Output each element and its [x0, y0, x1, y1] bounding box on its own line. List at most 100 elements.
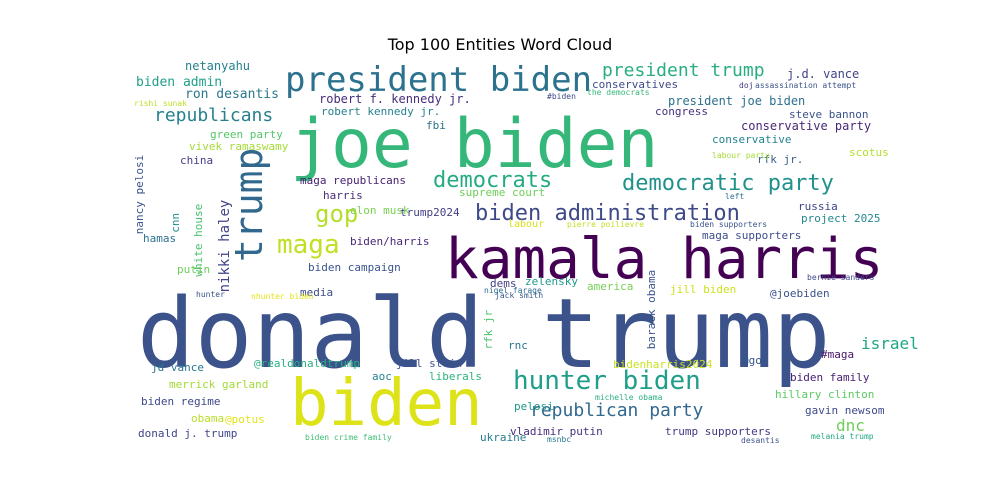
word-cloud-term: nancy pelosi	[133, 154, 146, 235]
word-cloud-term: bidenharris2024	[613, 358, 713, 371]
word-cloud-term: steve bannon	[789, 108, 869, 121]
word-cloud-term: #biden	[547, 92, 576, 101]
word-cloud-term: president trump	[602, 60, 765, 81]
word-cloud-term: green party	[210, 128, 283, 141]
word-cloud-term: michelle obama	[595, 393, 663, 402]
word-cloud-term: labour party	[712, 151, 770, 160]
word-cloud-term: republicans	[154, 105, 274, 126]
word-cloud-term: @gop	[742, 354, 769, 367]
word-cloud-term: dems	[490, 277, 517, 290]
word-cloud-term: joe biden	[290, 105, 659, 184]
word-cloud-term: conservative	[712, 133, 792, 146]
word-cloud-term: biden	[290, 367, 483, 441]
word-cloud-term: merrick garland	[169, 378, 269, 391]
word-cloud-term: rfk jr.	[757, 153, 804, 166]
word-cloud-term: trump	[227, 147, 271, 262]
word-cloud-term: nigel farage	[484, 286, 542, 295]
word-cloud-term: nhunter biden	[251, 292, 314, 301]
word-cloud-term: biden family	[790, 371, 870, 384]
word-cloud-term: cnn	[169, 212, 182, 233]
word-cloud-term: robert kennedy jr.	[321, 105, 441, 118]
word-cloud-term: hamas	[143, 232, 177, 245]
word-cloud-term: biden supporters	[690, 220, 768, 229]
word-cloud-term: assassination attempt	[755, 81, 857, 90]
word-cloud-term: ukraine	[480, 431, 527, 444]
word-cloud-term: liberals	[429, 370, 482, 383]
word-cloud-term: fbi	[426, 119, 446, 132]
word-cloud-term: barack obama	[645, 269, 658, 350]
word-cloud-term: donald trump	[137, 278, 831, 390]
word-cloud-term: rfk jr	[482, 309, 495, 350]
word-cloud-term: gop	[315, 200, 359, 228]
word-cloud-term: dnc	[836, 416, 865, 435]
word-cloud-term: @realdonaldtrump	[254, 357, 360, 370]
word-cloud-term: left	[725, 192, 745, 201]
word-cloud-term: biden/harris	[350, 235, 430, 248]
word-cloud-term: robert f. kennedy jr.	[319, 92, 471, 106]
word-cloud-term: project 2025	[801, 212, 881, 225]
word-cloud-term: jd vance	[151, 361, 204, 374]
word-cloud-term: zelensky	[525, 275, 578, 288]
word-cloud-term: msnbc	[547, 435, 572, 444]
word-cloud-term: donald j. trump	[138, 427, 238, 440]
word-cloud: donald trump joe biden kamala harris biden p…	[125, 59, 919, 450]
chart-title: Top 100 Entities Word Cloud	[387, 35, 613, 54]
word-cloud-term: desantis	[741, 436, 780, 445]
word-cloud-term: biden campaign	[308, 261, 401, 274]
word-cloud-term: j.d. vance	[787, 67, 860, 81]
word-cloud-term: harris	[323, 189, 363, 202]
word-cloud-term: ron desantis	[185, 87, 279, 102]
word-cloud-term: biden administration	[475, 201, 740, 226]
word-cloud-term: #maga	[821, 348, 855, 361]
word-cloud-term: putin	[177, 263, 211, 276]
word-cloud-term: rishi sunak	[134, 99, 187, 108]
word-cloud-term: gavin newsom	[805, 404, 885, 417]
word-cloud-term: biden regime	[141, 395, 221, 408]
word-cloud-term: maga	[277, 230, 340, 260]
word-cloud-term: obama	[191, 412, 225, 425]
word-cloud-term: vivek ramaswamy	[189, 140, 289, 153]
word-cloud-term: vladimir putin	[510, 425, 603, 438]
word-cloud-term: biden admin	[136, 75, 223, 90]
word-cloud-term: nikki haley	[217, 199, 233, 293]
word-cloud-term: pelosi	[514, 400, 554, 413]
word-cloud-term: president joe biden	[668, 94, 806, 108]
word-cloud-term: scotus	[849, 146, 889, 159]
word-cloud-term: kamala harris	[445, 227, 884, 292]
word-cloud-term: @potus	[225, 413, 265, 426]
word-cloud-term: democratic party	[622, 171, 834, 196]
word-cloud-term: supreme court	[459, 186, 546, 199]
word-cloud-term: rnc	[508, 339, 528, 352]
word-cloud-term: hillary clinton	[775, 388, 875, 401]
word-cloud-term: melania trump	[811, 432, 874, 441]
word-cloud-term: democrats	[433, 168, 553, 193]
word-cloud-term: aoc	[372, 370, 392, 383]
word-cloud-term: doj	[739, 81, 754, 90]
word-cloud-term: jill biden	[670, 283, 737, 296]
word-cloud-term: america	[587, 280, 634, 293]
word-cloud-term: hunter	[196, 290, 225, 299]
word-cloud-term: trump supporters	[665, 425, 771, 438]
word-cloud-term: congress	[655, 105, 708, 118]
word-cloud-term: israel	[861, 334, 919, 353]
word-cloud-term: @joebiden	[770, 287, 830, 300]
word-cloud-term: russia	[798, 200, 838, 213]
word-cloud-term: conservative party	[741, 119, 872, 133]
word-cloud-term: jill stein	[396, 357, 463, 370]
word-cloud-term: biden crime family	[305, 433, 392, 442]
word-cloud-term: elon musk	[350, 204, 410, 217]
word-cloud-term: media	[300, 286, 334, 299]
word-cloud-term: trump2024	[400, 206, 460, 219]
word-cloud-term: president biden	[285, 60, 593, 100]
word-cloud-term: labour	[508, 219, 545, 230]
word-cloud-term: maga supporters	[702, 229, 802, 242]
word-cloud-term: conservatives	[592, 78, 679, 91]
word-cloud-term: hunter biden	[513, 366, 701, 396]
word-cloud-term: bernie sanders	[807, 273, 875, 282]
word-cloud-term: maga republicans	[300, 174, 406, 187]
word-cloud-term: china	[180, 154, 214, 167]
word-cloud-term: pierre poilievre	[567, 220, 645, 229]
word-cloud-term: republican party	[530, 400, 704, 421]
word-cloud-term: netanyahu	[185, 59, 251, 73]
word-cloud-term: jack smith	[495, 291, 544, 300]
